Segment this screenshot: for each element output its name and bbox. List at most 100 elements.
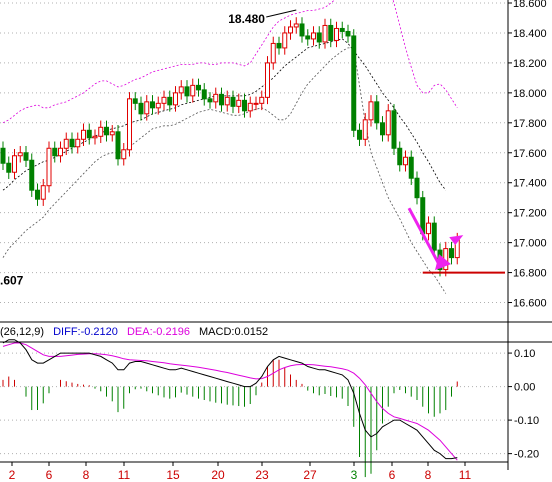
trend-arrow-head: [435, 254, 451, 271]
price-tick-label: 18.000: [513, 88, 547, 100]
x-tick-label: 3: [351, 468, 358, 482]
candle-body: [81, 129, 86, 140]
candle-body: [345, 30, 351, 37]
candle-body: [17, 152, 23, 157]
candle-body: [201, 89, 207, 100]
candle-body: [86, 129, 92, 139]
trend-arrow-line: [407, 207, 443, 269]
candle-body: [242, 99, 247, 112]
candle-body: [6, 162, 12, 173]
x-axis: 2 6 8 11 15 20 23 27 3 6 8 11: [0, 461, 508, 482]
candle-body: [178, 86, 184, 94]
low-label: .607: [0, 274, 24, 288]
candle-body: [351, 35, 357, 131]
x-tick-label: 8: [83, 468, 90, 482]
candle-body: [431, 222, 437, 251]
candle-body: [213, 93, 219, 103]
candle-body: [311, 32, 316, 40]
candle-body: [391, 110, 397, 149]
candle-body: [385, 110, 391, 136]
candle-body: [40, 185, 46, 200]
macd-panel: 0.10 0.00 -0.10 -0.20: [0, 322, 552, 478]
price-tick-label: 18.200: [513, 58, 547, 70]
macd-tick-label: 0.00: [514, 382, 535, 394]
candle-body: [374, 101, 380, 124]
x-tick-label: 20: [211, 468, 225, 482]
macd-legend-dea: DEA:-0.2196: [126, 326, 190, 338]
candle-body: [414, 177, 420, 199]
candle-body: [29, 159, 35, 191]
x-tick-label: 11: [459, 468, 472, 482]
candle-body: [219, 93, 224, 106]
candle-body: [58, 147, 63, 157]
candle-body: [167, 96, 173, 106]
x-tick-label: 8: [425, 468, 432, 482]
candle-body: [190, 84, 196, 97]
macd-legend-prefix: (26,12,9): [0, 326, 45, 338]
candle-body: [322, 24, 328, 43]
candle-body: [282, 32, 288, 49]
macd-tick-label: 0.10: [514, 348, 535, 360]
candle-body: [161, 96, 167, 104]
price-tick-label: 16.800: [513, 268, 547, 280]
candle-body: [316, 32, 322, 43]
candle-body: [35, 189, 40, 200]
price-tick-label: 17.200: [513, 208, 547, 220]
candle-body: [63, 138, 69, 149]
candle-body: [75, 138, 81, 148]
lower-band-line: [2, 47, 447, 294]
trend-arrowhead-right: [449, 235, 464, 246]
macd-legend: (26,12,9) DIFF:-0.2120 DEA:-0.2196 MACD:…: [0, 326, 274, 338]
candle-body: [69, 138, 75, 148]
candle-body: [299, 23, 305, 37]
candle-body: [408, 156, 414, 179]
x-tick-label: 15: [166, 468, 180, 482]
candle-body: [259, 96, 265, 104]
price-tick-label: 18.400: [513, 28, 547, 40]
macd-legend-diff: DIFF:-0.2120: [53, 326, 118, 338]
candle-body: [380, 122, 385, 136]
candle-body: [138, 102, 144, 115]
candle-body: [224, 96, 230, 106]
candle-body: [115, 131, 121, 160]
candle-body: [253, 102, 259, 105]
dea-line: [2, 342, 458, 461]
candle-body: [305, 35, 311, 40]
candle-body: [362, 119, 368, 140]
candle-body: [109, 131, 115, 136]
candle-body: [357, 129, 362, 140]
candle-body: [104, 126, 109, 136]
candle-body: [46, 147, 52, 187]
candle-body: [276, 42, 282, 49]
candle-body: [236, 99, 242, 107]
candle-body: [52, 147, 58, 157]
candle-body: [397, 147, 403, 166]
price-tick-label: 17.600: [513, 148, 547, 160]
candle-body: [293, 23, 299, 28]
x-tick-label: 2: [9, 468, 16, 482]
candle-body: [150, 101, 155, 109]
candle-body: [270, 42, 276, 64]
candle-body: [339, 27, 345, 32]
macd-tick-label: -0.10: [514, 415, 539, 427]
upper-band-line: [2, 0, 458, 124]
x-tick-label: 23: [255, 468, 269, 482]
candle-body: [12, 155, 17, 173]
macd-tick-label: -0.20: [514, 449, 539, 461]
x-tick-label: 6: [46, 468, 53, 482]
candle-body: [207, 98, 213, 103]
high-pointer-line: [266, 9, 297, 18]
candle-body: [328, 24, 334, 41]
candle-body: [449, 248, 454, 259]
mid-band-line: [2, 38, 447, 191]
candle-body: [121, 149, 127, 160]
candle-body: [403, 156, 408, 166]
price-tick-label: 18.600: [513, 0, 547, 10]
candle-body: [288, 26, 293, 34]
x-tick-label: 11: [118, 468, 131, 482]
price-tick-label: 17.400: [513, 178, 547, 190]
candle-body: [127, 98, 132, 151]
candle-body: [132, 98, 138, 104]
x-tick-label: 27: [303, 468, 317, 482]
